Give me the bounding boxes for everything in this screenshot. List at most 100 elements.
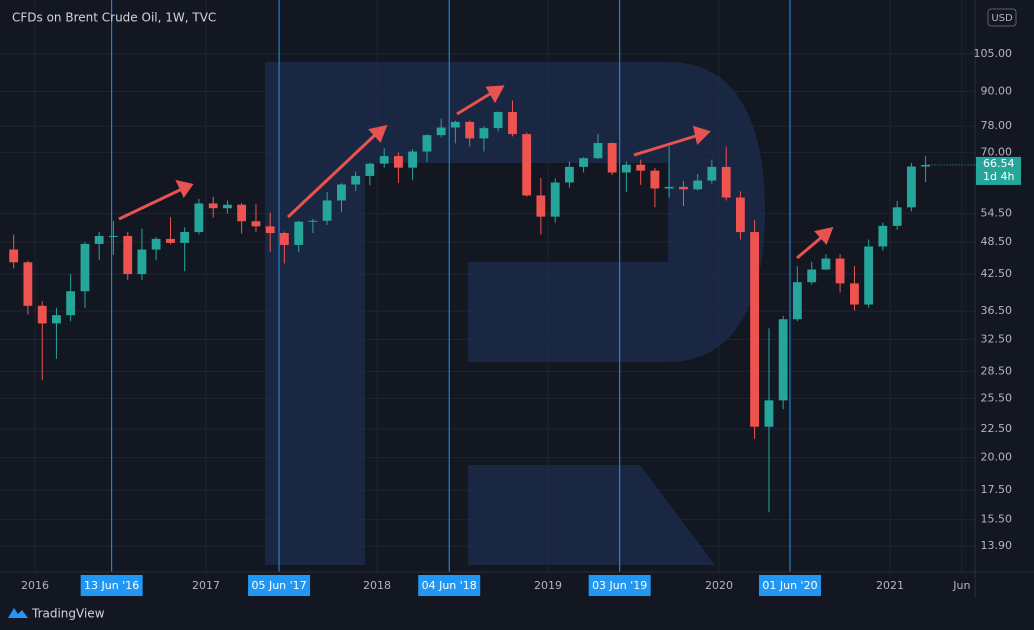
candle-body xyxy=(465,121,475,139)
y-tick-label: 25.50 xyxy=(981,391,1013,404)
y-tick-label: 20.00 xyxy=(981,451,1013,464)
candle-body xyxy=(921,164,931,167)
trend-arrow xyxy=(118,187,183,221)
last-price-label: 66.54 xyxy=(983,157,1015,170)
y-tick-label: 32.50 xyxy=(981,332,1013,345)
x-tick-label: 2017 xyxy=(192,579,220,592)
event-label: 03 Jun '19 xyxy=(592,579,647,592)
candle-body xyxy=(679,186,688,190)
candle-body xyxy=(422,135,432,152)
candle-body xyxy=(450,121,460,128)
annotations xyxy=(118,85,834,260)
y-tick-label: 70.00 xyxy=(981,146,1013,159)
candle-body xyxy=(636,164,646,171)
candle-body xyxy=(564,166,574,183)
candle-body xyxy=(892,207,902,226)
candle-body xyxy=(493,111,503,129)
candle-body xyxy=(807,269,817,283)
candle-body xyxy=(279,233,289,245)
candle-body xyxy=(850,283,859,305)
candle-body xyxy=(80,243,90,292)
candle-body xyxy=(9,249,19,263)
candle-body xyxy=(308,220,318,222)
candle-body xyxy=(508,111,517,135)
candle-body xyxy=(764,400,774,427)
watermark-logo xyxy=(265,62,765,565)
candle-body xyxy=(123,235,133,275)
candle-body xyxy=(550,182,560,217)
candle-body xyxy=(593,143,603,159)
arrow-head xyxy=(175,179,194,198)
arrow-head xyxy=(814,226,834,245)
y-tick-label: 48.50 xyxy=(981,235,1013,248)
candle-body xyxy=(52,315,61,324)
candles xyxy=(9,100,931,513)
candle-body xyxy=(351,175,361,185)
candle-body xyxy=(864,246,874,305)
y-tick-label: 42.50 xyxy=(981,267,1013,280)
x-tick-label: 2021 xyxy=(876,579,904,592)
brand-name: TradingView xyxy=(31,607,105,621)
event-label-box xyxy=(80,575,143,596)
candle-body xyxy=(650,170,660,189)
y-tick-label: 78.00 xyxy=(981,119,1013,132)
candle-body xyxy=(365,163,375,176)
candle-body xyxy=(393,156,403,168)
candle-body xyxy=(792,282,802,320)
x-tick-label: 2020 xyxy=(705,579,733,592)
event-label-box xyxy=(588,575,651,596)
y-tick-label: 22.50 xyxy=(981,422,1013,435)
trend-arrow xyxy=(796,234,824,260)
arrow-head xyxy=(368,124,388,143)
candle-body xyxy=(621,164,631,173)
candle-body xyxy=(379,156,389,164)
candle-body xyxy=(151,238,161,250)
candle-body xyxy=(707,166,717,181)
event-label: 05 Jun '17 xyxy=(251,579,306,592)
candle-body xyxy=(37,305,47,324)
candle-body xyxy=(821,258,831,270)
candle-body xyxy=(137,249,147,275)
candle-body xyxy=(265,226,275,234)
candle-body xyxy=(294,221,304,245)
candle-body xyxy=(94,235,104,244)
event-label-box xyxy=(758,575,821,596)
y-tick-label: 54.50 xyxy=(981,207,1013,220)
candle-body xyxy=(693,180,703,190)
event-label-box xyxy=(418,575,481,596)
countdown-label: 1d 4h xyxy=(983,170,1014,183)
candle-body xyxy=(223,204,232,209)
candle-body xyxy=(579,158,589,167)
currency-label[interactable]: USD xyxy=(991,13,1013,24)
candle-body xyxy=(721,166,731,198)
candle-body xyxy=(878,225,888,247)
y-tick-label: 90.00 xyxy=(981,84,1013,97)
x-tick-label: 2019 xyxy=(534,579,562,592)
candle-body xyxy=(436,127,446,136)
x-tick-label: 2016 xyxy=(21,579,49,592)
axes: 105.00 90.00 78.00 70.00 54.50 48.50 42.50 36.5… xyxy=(21,47,1021,596)
candle-body xyxy=(479,128,489,139)
event-label-box xyxy=(248,575,311,596)
candle-body xyxy=(66,291,76,316)
candle-body xyxy=(166,238,175,243)
currency-button[interactable] xyxy=(987,8,1017,27)
trend-arrow xyxy=(633,133,700,157)
candle-body xyxy=(208,203,218,209)
trend-arrow xyxy=(286,132,378,219)
x-tick-label: 2018 xyxy=(363,579,391,592)
last-price-box xyxy=(976,156,1021,185)
candle-body xyxy=(750,232,760,427)
y-tick-label: 17.50 xyxy=(981,483,1013,496)
candle-body xyxy=(607,143,617,173)
candle-body xyxy=(522,134,532,196)
candle-body xyxy=(237,204,247,222)
watermark xyxy=(265,62,765,565)
chart-title: CFDs on Brent Crude Oil, 1W, TVC xyxy=(12,11,216,25)
candle-body xyxy=(906,166,916,208)
trend-arrow xyxy=(456,90,494,116)
candle-body xyxy=(251,221,261,227)
x-tick-label: Jun xyxy=(952,579,970,592)
event-lines xyxy=(111,0,791,572)
